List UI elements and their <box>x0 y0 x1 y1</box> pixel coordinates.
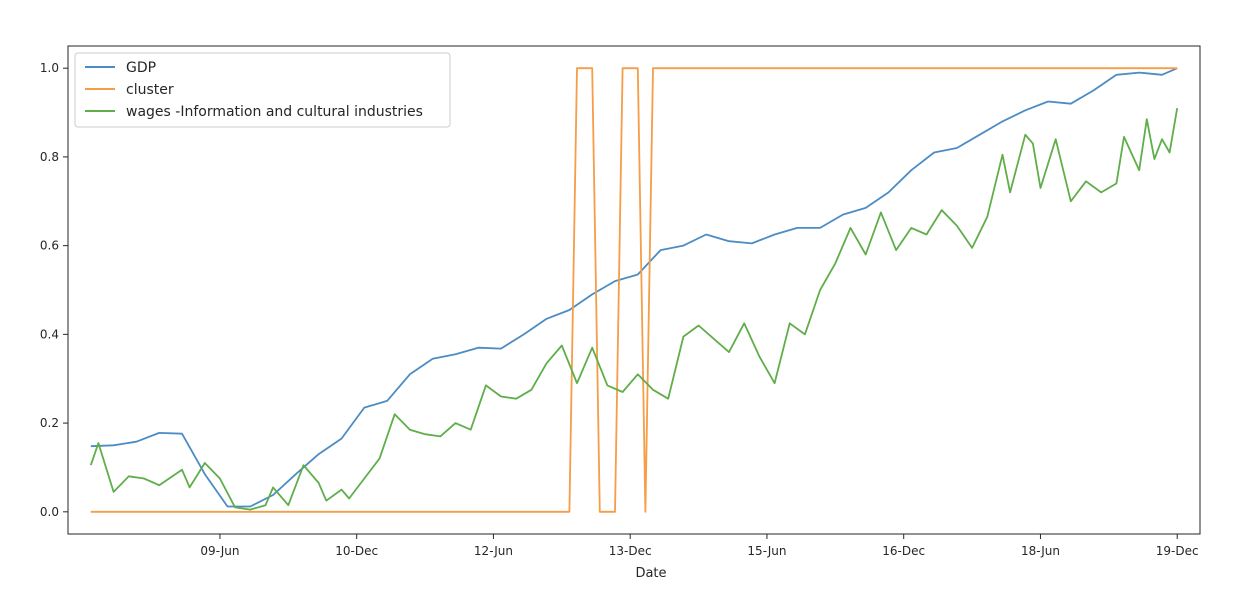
x-tick-label: 15-Jun <box>747 544 786 558</box>
x-tick-label: 18-Jun <box>1021 544 1060 558</box>
series-line-1 <box>90 67 1178 513</box>
legend-box <box>74 52 451 128</box>
x-tick-label: 16-Dec <box>882 544 925 558</box>
x-axis: 09-Jun 10-Dec 12-Jun 13-Dec 15-Jun 16-Dec 18-J… <box>200 534 1199 558</box>
y-tick-label: 0.4 <box>40 327 59 341</box>
y-tick-label: 0.0 <box>40 505 59 519</box>
series-line-0 <box>90 67 1178 508</box>
x-axis-label: Date <box>635 566 666 581</box>
x-tick-label: 09-Jun <box>200 544 239 558</box>
legend: GDP cluster wages -Information and cultura… <box>74 52 451 128</box>
y-tick-label: 0.8 <box>40 150 59 164</box>
y-tick-label: 1.0 <box>40 61 59 75</box>
x-tick-label: 13-Dec <box>609 544 652 558</box>
x-tick-label: 19-Dec <box>1156 544 1199 558</box>
x-tick-label: 10-Dec <box>335 544 378 558</box>
y-tick-label: 0.6 <box>40 239 59 253</box>
y-axis: 0.0 0.2 0.4 0.6 0.8 1.0 <box>40 61 68 519</box>
series-line-2 <box>89 107 1179 511</box>
legend-label: wages -Information and cultural industri… <box>126 104 423 120</box>
x-tick-label: 12-Jun <box>474 544 513 558</box>
legend-label: GDP <box>126 60 156 76</box>
y-tick-label: 0.2 <box>40 416 59 430</box>
legend-label: cluster <box>126 82 174 98</box>
series-layer <box>89 67 1179 513</box>
